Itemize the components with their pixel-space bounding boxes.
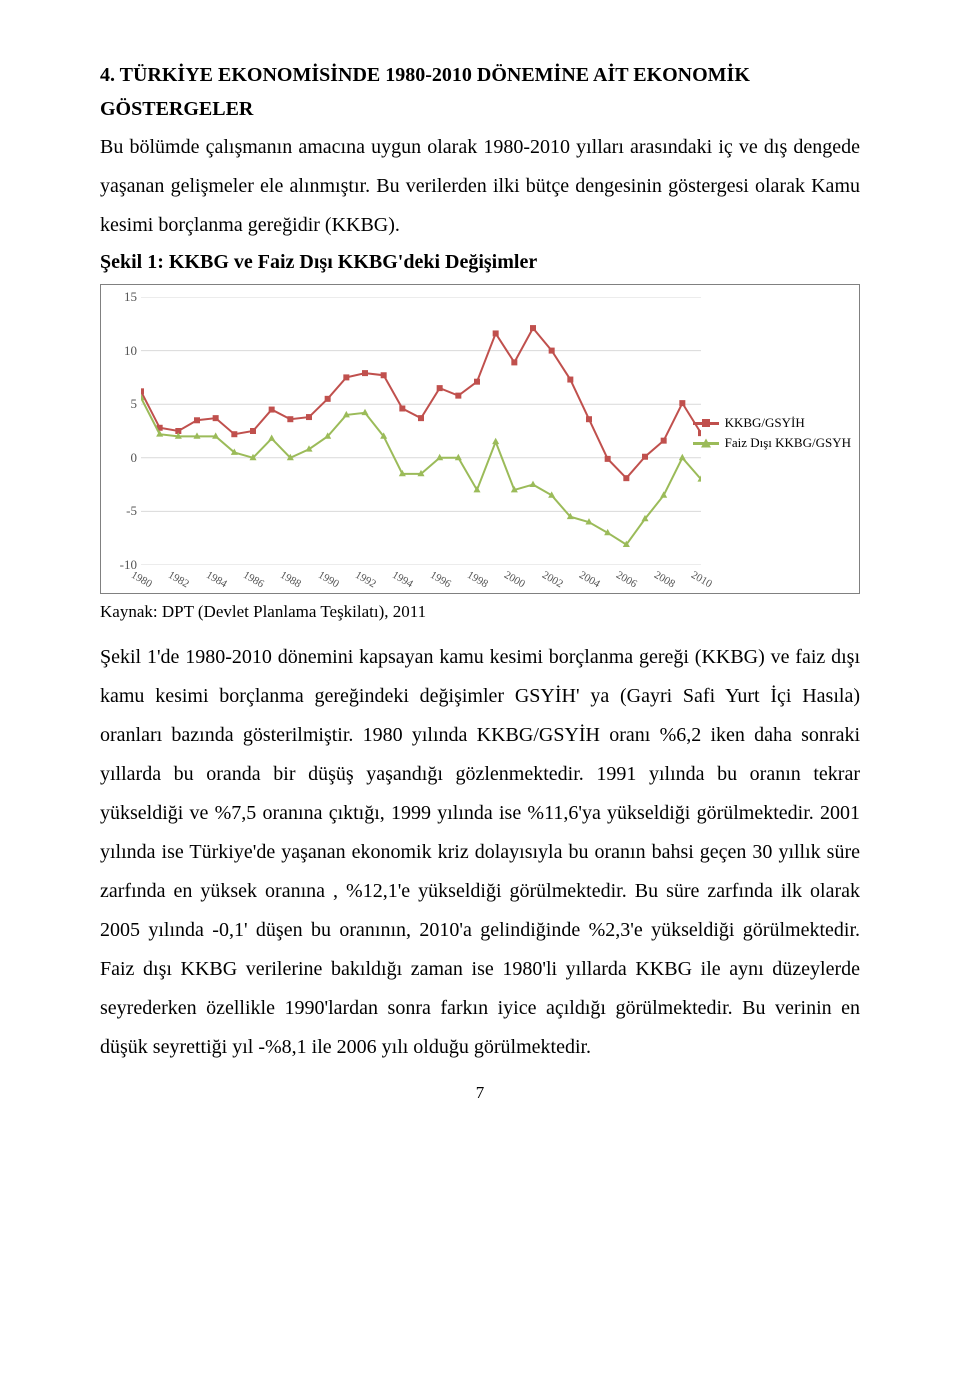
y-axis: 151050-5-10 <box>109 297 137 565</box>
chart-legend: KKBG/GSYİH Faiz Dışı KKBG/GSYH <box>693 415 851 455</box>
x-tick-label: 2006 <box>614 569 639 590</box>
x-tick-label: 1992 <box>353 569 378 590</box>
x-tick-label: 1990 <box>316 569 341 590</box>
x-tick-label: 2002 <box>540 569 565 590</box>
chart-container: 151050-5-10 1980198219841986198819901992… <box>100 284 860 594</box>
x-tick-label: 1984 <box>204 569 229 590</box>
y-tick-label: -5 <box>109 503 137 519</box>
y-tick-label: 10 <box>109 343 137 359</box>
x-tick-label: 1988 <box>278 569 303 590</box>
page-number: 7 <box>0 1083 960 1103</box>
x-tick-label: 2000 <box>502 569 527 590</box>
x-tick-label: 1994 <box>390 569 415 590</box>
x-tick-label: 1982 <box>166 569 191 590</box>
legend-swatch <box>693 442 719 445</box>
legend-item: Faiz Dışı KKBG/GSYH <box>693 435 851 451</box>
discussion-paragraph: Şekil 1'de 1980-2010 dönemini kapsayan k… <box>100 638 860 1067</box>
x-tick-label: 2004 <box>577 569 602 590</box>
legend-swatch <box>693 422 719 425</box>
chart-svg <box>141 297 701 565</box>
x-tick-label: 1986 <box>241 569 266 590</box>
x-axis: 1980198219841986198819901992199419961998… <box>141 569 701 587</box>
x-tick-label: 1980 <box>129 569 154 590</box>
figure-caption: Şekil 1: KKBG ve Faiz Dışı KKBG'deki Değ… <box>100 251 860 274</box>
legend-item: KKBG/GSYİH <box>693 415 851 431</box>
y-tick-label: 15 <box>109 289 137 305</box>
x-tick-label: 1998 <box>465 569 490 590</box>
y-tick-label: 0 <box>109 450 137 466</box>
legend-label: KKBG/GSYİH <box>725 415 805 431</box>
page: 4. TÜRKİYE EKONOMİSİNDE 1980-2010 DÖNEMİ… <box>0 0 960 1117</box>
x-tick-label: 2010 <box>689 569 714 590</box>
section-heading-line1: 4. TÜRKİYE EKONOMİSİNDE 1980-2010 DÖNEMİ… <box>100 60 860 90</box>
x-tick-label: 1996 <box>428 569 453 590</box>
chart-plot-area <box>141 297 701 565</box>
section-heading-line2: GÖSTERGELER <box>100 94 860 124</box>
legend-label: Faiz Dışı KKBG/GSYH <box>725 435 851 451</box>
intro-paragraph: Bu bölümde çalışmanın amacına uygun olar… <box>100 128 860 245</box>
x-tick-label: 2008 <box>652 569 677 590</box>
y-tick-label: 5 <box>109 396 137 412</box>
source-line: Kaynak: DPT (Devlet Planlama Teşkilatı),… <box>100 602 860 622</box>
